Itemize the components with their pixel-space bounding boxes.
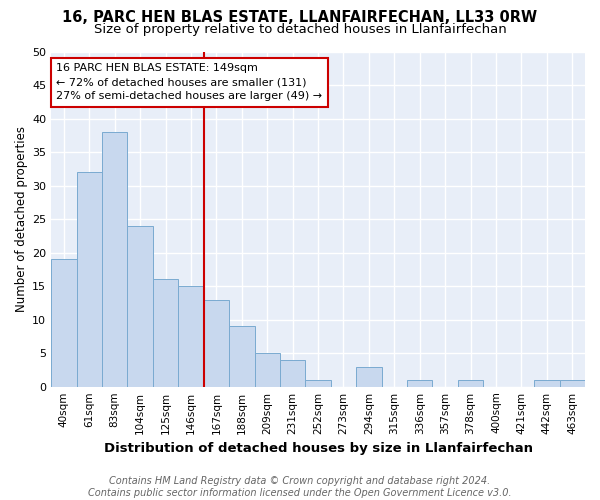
Text: 16 PARC HEN BLAS ESTATE: 149sqm
← 72% of detached houses are smaller (131)
27% o: 16 PARC HEN BLAS ESTATE: 149sqm ← 72% of… [56,63,323,101]
Text: Size of property relative to detached houses in Llanfairfechan: Size of property relative to detached ho… [94,22,506,36]
Bar [534,380,560,386]
Bar [153,280,178,386]
Text: Contains HM Land Registry data © Crown copyright and database right 2024.
Contai: Contains HM Land Registry data © Crown c… [88,476,512,498]
Bar [127,226,153,386]
Text: 16, PARC HEN BLAS ESTATE, LLANFAIRFECHAN, LL33 0RW: 16, PARC HEN BLAS ESTATE, LLANFAIRFECHAN… [62,10,538,25]
Bar [254,353,280,386]
Y-axis label: Number of detached properties: Number of detached properties [15,126,28,312]
Bar [77,172,102,386]
Bar [280,360,305,386]
Bar [305,380,331,386]
Bar [356,366,382,386]
Bar [229,326,254,386]
X-axis label: Distribution of detached houses by size in Llanfairfechan: Distribution of detached houses by size … [104,442,533,455]
Bar [407,380,433,386]
Bar [560,380,585,386]
Bar [203,300,229,386]
Bar [51,260,77,386]
Bar [178,286,203,386]
Bar [458,380,484,386]
Bar [102,132,127,386]
